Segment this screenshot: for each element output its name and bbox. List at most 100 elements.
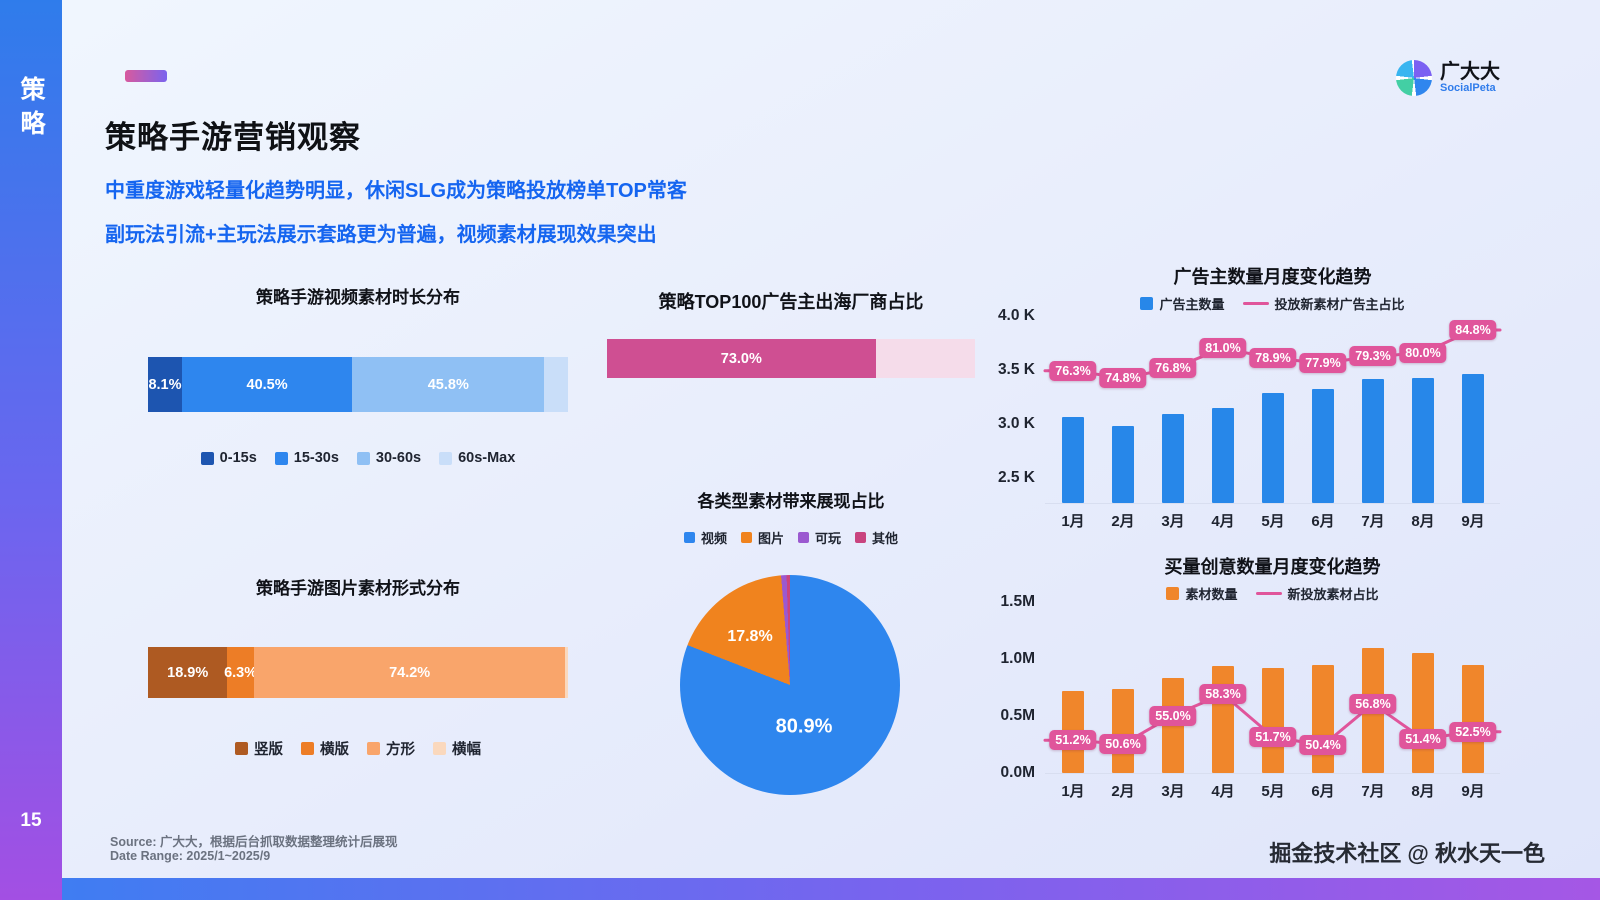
line-value-badge: 51.4% [1399,728,1447,749]
bar [1112,426,1134,503]
legend-swatch [439,451,453,465]
legend-swatch [855,532,867,543]
bar-segment-label: 18.9% [167,664,209,681]
line-value-badge: 56.8% [1349,693,1397,714]
x-axis-label: 2月 [1111,513,1135,530]
line-value-badge: 50.6% [1099,734,1147,755]
y-axis-tick: 1.5M [1000,593,1035,610]
bar-segment-label: 45.8% [427,376,469,393]
legend-label: 投放新素材广告主占比 [1274,297,1405,312]
line-value-badge: 55.0% [1149,705,1197,726]
line-value-badge: 78.9% [1249,348,1297,369]
y-axis-tick: 2.5 K [997,469,1035,486]
line-value-badge: 81.0% [1199,338,1247,359]
line-value-badge: 80.0% [1399,343,1447,364]
source-line: Source: 广大大，根据后台抓取数据整理统计后展现 [110,835,398,849]
bar-segment [565,647,568,698]
stacked-bar-top100: 73.0% [607,339,975,378]
legend-item: 30-60s [356,450,421,466]
bar [1212,408,1234,503]
bar-segment-label: 40.5% [246,376,288,393]
legend-item: 15-30s [274,450,339,466]
legend-item: 素材数量 [1166,584,1238,603]
line-value-badge: 79.3% [1349,346,1397,367]
bar-segment [875,339,975,378]
legend-swatch [235,742,248,755]
chart-title-top100: 策略TOP100广告主出海厂商占比 [658,292,924,312]
legend-label: 0-15s [219,450,257,466]
legend-item: 横版 [301,738,349,759]
pie-label-image: 17.8% [727,628,773,645]
x-axis-label: 6月 [1311,513,1335,530]
bar [1262,393,1284,503]
stacked-bar-image-format: 18.9% 6.3% 74.2% [148,647,568,698]
chart-title-video-duration: 策略手游视频素材时长分布 [256,288,460,307]
legend-advertiser-trend: 广告主数量 投放新素材广告主占比 [1045,294,1500,313]
legend-label: 竖版 [254,742,283,758]
brand-name: 广大大 [1440,61,1500,83]
bar [1062,417,1084,503]
subtitle-line-1: 中重度游戏轻量化趋势明显，休闲SLG成为策略投放榜单TOP常客 [105,180,687,202]
legend-line-swatch [1255,592,1282,595]
bar [1312,388,1334,503]
line-value-badge: 50.4% [1299,735,1347,756]
sidebar-section-label: 策略 [17,76,45,144]
bar-segment: 45.8% [352,357,545,412]
y-axis-tick: 0.5M [1000,707,1035,724]
legend-label: 横幅 [452,742,481,758]
legend-label: 视频 [700,531,727,546]
watermark: 掘金技术社区 @ 秋水天一色 [1269,841,1545,866]
chart-title-advertiser-trend: 广告主数量月度变化趋势 [1173,267,1372,287]
bar-segment-label: 8.1% [148,376,182,393]
x-axis-label: 1月 [1061,783,1085,800]
bottom-accent-strip [62,878,1600,900]
legend-item: 新投放素材占比 [1255,584,1379,603]
legend-label: 图片 [757,531,784,546]
bar-segment: 8.1% [148,357,183,412]
bar [1462,664,1484,773]
bar-segment-label: 73.0% [720,350,762,367]
bar-segment: 18.9% [148,647,228,698]
legend-item: 投放新素材广告主占比 [1242,294,1405,313]
legend-item: 视频 [683,528,727,547]
line-value-badge: 52.5% [1449,721,1497,742]
x-axis-label: 2月 [1111,783,1135,800]
x-axis-label: 1月 [1061,513,1085,530]
plot-advertiser-trend: 4.0 K 3.5 K 3.0 K 2.5 K 1月 2月 3月 4月 5月 6月 7月 8月 9月 76… [998,307,1502,530]
y-axis-tick: 4.0 K [997,307,1035,324]
brand-logo: 广大大 SocialPeta [1396,60,1500,96]
x-axis-label: 6月 [1311,783,1335,800]
legend-item: 广告主数量 [1140,294,1225,313]
legend-swatch [274,451,288,465]
x-axis-label: 3月 [1161,783,1185,800]
legend-label: 新投放素材占比 [1287,587,1379,602]
legend-item: 60s-Max [439,450,515,466]
legend-line-swatch [1242,302,1269,305]
x-axis-label: 5月 [1261,513,1285,530]
page-title: 策略手游营销观察 [105,120,361,155]
legend-image-format: 竖版 横版 方形 横幅 [140,738,576,759]
line-value-badge: 76.3% [1049,360,1097,381]
brand-subtitle: SocialPeta [1440,82,1496,94]
legend-item: 图片 [740,528,784,547]
line-value-badge: 58.3% [1199,684,1247,705]
subtitle-line-2: 副玩法引流+主玩法展示套路更为普遍，视频素材展现效果突出 [105,224,657,246]
bar [1162,413,1184,503]
legend-label: 可玩 [815,531,842,546]
bar-segment-label: 6.3% [224,664,258,681]
chart-title-creative-trend: 买量创意数量月度变化趋势 [1164,557,1381,577]
x-axis-label: 9月 [1461,513,1485,530]
legend-swatch [740,532,752,543]
bar [1412,377,1434,503]
x-axis-label: 8月 [1411,513,1435,530]
legend-label: 其他 [872,531,899,546]
x-axis-label: 5月 [1261,783,1285,800]
bar [1162,678,1184,773]
x-axis-label: 9月 [1461,783,1485,800]
line-value-badge: 51.2% [1049,730,1097,751]
bar-segment-label: 74.2% [389,664,431,681]
legend-pie: 视频 图片 可玩 其他 [620,528,962,547]
plot-creative-trend: 1.5M 1.0M 0.5M 0.0M 1月 2月 3月 4月 5月 6月 7月 8月 9月 51.2% 5… [1001,593,1502,800]
legend-item: 可玩 [798,528,841,547]
